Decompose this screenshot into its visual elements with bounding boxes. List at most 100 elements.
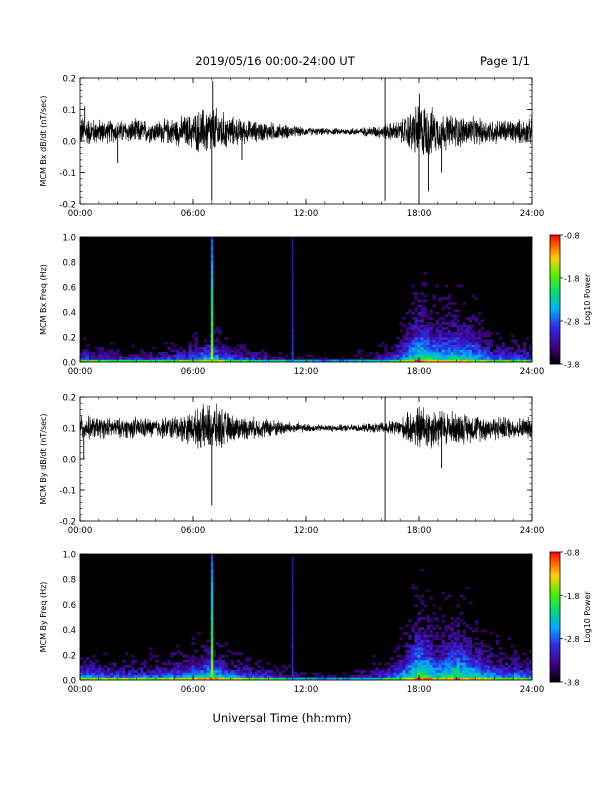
spectrogram-cell [495,669,500,673]
spectrogram-cell [143,672,147,676]
spectrogram-line-cell [210,639,214,643]
spectrogram-cell [411,327,415,330]
y-axis-label: MCM Bx dB/dt (nT/sec) [39,95,48,186]
spectrogram-line-cell [210,576,214,580]
spectrogram-cell [477,677,482,681]
spectrogram-cell [417,654,421,658]
spectrogram-line-cell [210,604,214,608]
spectrogram-cell [215,669,219,673]
spectrogram-cell [170,357,174,360]
spectrogram-cell [89,669,93,673]
spectrogram-line-cell [291,312,294,315]
spectrogram-line-cell [291,622,294,625]
spectrogram-cell [257,677,262,681]
spectrogram-cell [498,349,503,353]
spectrogram-cell [396,674,400,678]
spectrogram-cell [378,344,382,348]
spectrogram-cell [507,664,512,668]
spectrogram-cell [339,677,343,681]
spectrogram-cell [242,672,247,676]
spectrogram-cell [435,659,439,663]
spectrogram-cell [438,357,442,360]
spectrogram-cell [263,357,268,360]
spectrogram-cell [417,669,421,673]
spectrogram-cell [414,659,418,663]
spectrogram-cell [215,344,219,348]
colorbar-segment [550,664,560,668]
spectrogram-line-cell [291,569,294,572]
spectrogram-cell [450,649,454,653]
x-tick-label: 12:00 [294,367,319,377]
spectrogram-cell [423,342,427,345]
spectrogram-cell [107,672,111,676]
spectrogram-cell [351,359,355,363]
spectrogram-cell [414,622,418,625]
spectrogram-cell [86,349,90,353]
spectrogram-line-cell [210,347,214,350]
spectrogram-cell [417,637,421,640]
spectrogram-cell [155,677,159,681]
spectrogram-cell [462,339,466,343]
spectrogram-cell [471,352,476,355]
spectrogram-cell [453,317,457,320]
spectrogram-cell [474,667,479,671]
spectrogram-cell [417,629,421,633]
spectrogram-cell [420,664,424,668]
spectrogram-cell [402,317,406,320]
spectrogram-cell [146,359,150,363]
spectrogram-cell [239,652,244,656]
spectrogram-cell [456,634,460,638]
spectrogram-cell [471,337,476,340]
spectrogram-cell [513,357,518,360]
spectrogram-cell [369,352,373,355]
spectrogram-cell [408,342,412,345]
spectrogram-cell [200,352,204,355]
spectrogram-cell [339,359,343,363]
spectrogram-cell [456,624,460,628]
spectrogram-cell [507,637,512,640]
spectrogram-line-cell [291,654,294,658]
spectrogram-cell [206,674,210,678]
spectrogram-cell [212,344,216,348]
spectrogram-cell [239,667,244,671]
spectrogram-cell [200,674,204,678]
spectrogram-cell [474,649,479,653]
spectrogram-cell [465,337,470,340]
spectrogram-cell [525,657,530,661]
spectrogram-cell [107,667,111,671]
spectrogram-cell [107,359,111,363]
spectrogram-line-cell [291,649,294,653]
spectrogram-cell [423,327,427,330]
spectrogram-cell [92,359,96,363]
spectrogram-cell [474,297,479,300]
spectrogram-cell [125,652,129,656]
spectrogram-cell [453,342,457,345]
spectrogram-cell [402,359,406,363]
spectrogram-cell [414,669,418,673]
spectrogram-cell [269,357,274,360]
spectrogram-cell [390,669,394,673]
spectrogram-cell [432,294,436,298]
spectrogram-cell [432,332,436,335]
spectrogram-cell [453,637,457,640]
spectrogram-cell [447,654,451,658]
spectrogram-cell [435,644,439,648]
spectrogram-cell [257,357,262,360]
spectrogram-cell [414,642,418,646]
spectrogram-cell [480,354,485,358]
spectrogram-cell [435,312,439,315]
spectrogram-cell [173,359,177,363]
spectrogram-cell [501,657,506,661]
colorbar-segment [550,582,560,585]
spectrogram-cell [248,357,253,360]
spectrogram-cell [399,322,403,325]
spectrogram-cell [420,649,424,653]
spectrogram-cell [420,654,424,658]
x-axis-label: Universal Time (hh:mm) [212,711,351,725]
spectrogram-cell [98,669,102,673]
spectrogram-cell [260,357,265,360]
spectrogram-cell [95,357,99,360]
spectrogram-cell [420,637,424,640]
colorbar-segment [550,361,560,365]
spectrogram-line-cell [210,294,214,298]
